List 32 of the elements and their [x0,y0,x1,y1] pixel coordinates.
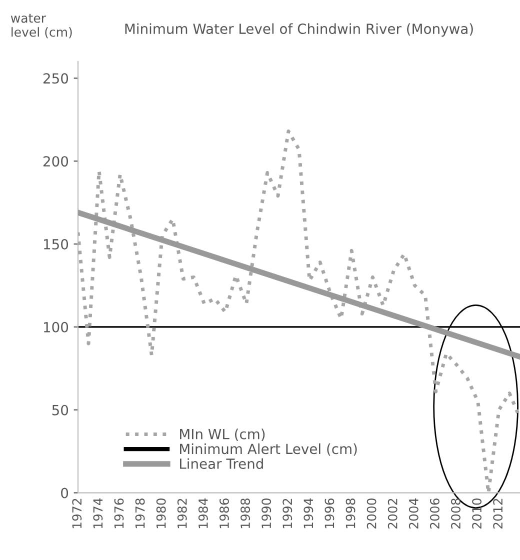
x-tick-label: 1990 [262,498,272,528]
x-tick-label: 1978 [135,498,145,528]
x-tick-label: 2006 [430,498,440,529]
x-tick-label: 2008 [451,498,460,529]
x-tick-label: 1988 [240,498,250,528]
x-tick-label: 2004 [408,498,418,529]
y-tick-label: 50 [52,404,68,416]
x-tick-label: 1974 [93,498,103,528]
x-tick-label: 1980 [156,498,166,528]
x-tick-label: 1994 [304,498,314,528]
x-tick-label: 1982 [177,498,187,528]
x-tick-label: 1998 [346,498,356,528]
legend-label: MIn WL (cm) [180,428,265,441]
x-tick-label: 2000 [366,498,376,529]
x-tick-label: 1986 [220,498,229,528]
x-tick-label: 2002 [388,498,398,529]
x-tick-label: 1984 [198,498,208,528]
x-tick-label: 1976 [114,498,124,528]
x-tick-label: 1992 [282,498,292,528]
legend-label: Linear Trend [180,458,263,469]
x-tick-label: 1972 [72,498,82,528]
y-tick-label: 150 [44,239,68,250]
y-tick-label: 200 [43,156,68,167]
x-tick-label: 2012 [493,498,503,529]
y-tick-label: 250 [43,73,68,84]
y-axis-title: water level (cm) [10,14,72,38]
chart-title: Minimum Water Level of Chindwin River (Monywa) [125,23,473,37]
y-tick-label: 100 [44,322,68,332]
x-tick-label: 2010 [472,498,482,529]
x-tick-label: 1996 [324,498,334,528]
y-tick-label: 0 [61,488,68,498]
legend-label: Minimum Alert Level (cm) [180,443,357,456]
